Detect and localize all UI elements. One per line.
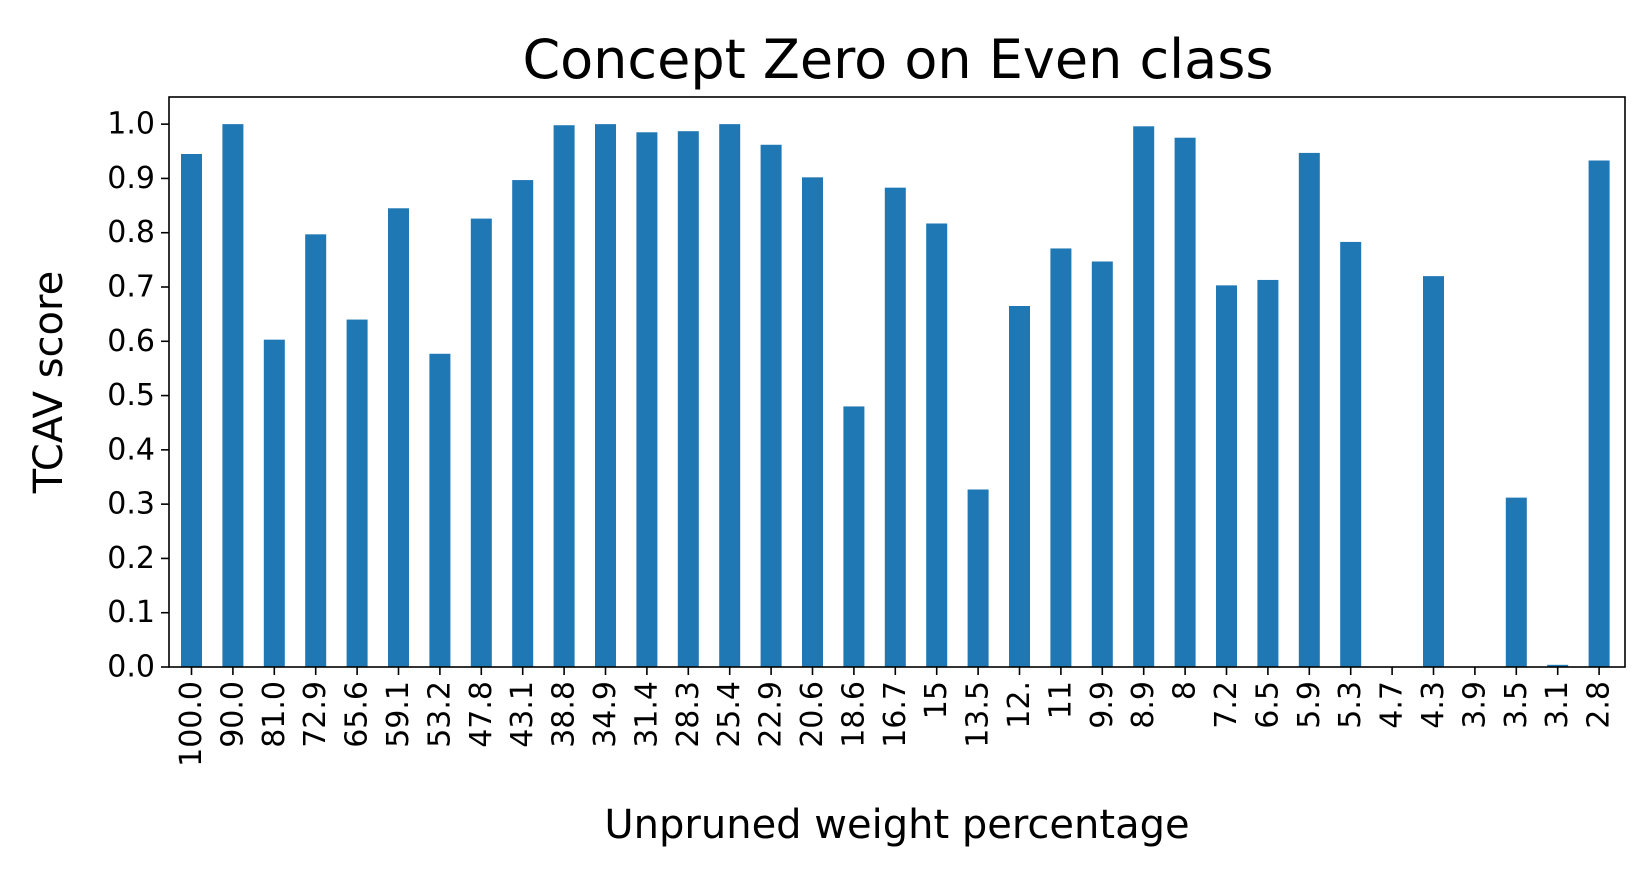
x-tick-label: 12. bbox=[1002, 681, 1037, 729]
bar-81.0 bbox=[263, 339, 285, 667]
bar-3.5 bbox=[1505, 497, 1527, 667]
bar-8 bbox=[1174, 137, 1196, 667]
y-tick-label: 0.4 bbox=[107, 432, 155, 467]
x-tick-label: 11 bbox=[1043, 681, 1078, 719]
bar-9.9 bbox=[1091, 261, 1113, 667]
x-tick-label: 28.3 bbox=[671, 681, 706, 748]
y-tick-label: 0.1 bbox=[107, 595, 155, 630]
bar-65.6 bbox=[346, 319, 368, 667]
bar-22.9 bbox=[760, 144, 782, 667]
x-tick-label: 7.2 bbox=[1209, 681, 1244, 729]
x-tick-label: 81.0 bbox=[257, 681, 292, 748]
bar-series bbox=[181, 124, 1610, 668]
bar-43.1 bbox=[512, 180, 534, 667]
x-tick-label: 4.7 bbox=[1375, 681, 1410, 729]
bar-12. bbox=[1009, 306, 1030, 667]
bar-28.3 bbox=[677, 131, 699, 667]
plot-frame bbox=[168, 96, 1626, 668]
x-tick-label: 4.3 bbox=[1416, 681, 1451, 729]
x-tick-label: 25.4 bbox=[712, 681, 747, 748]
x-axis-label: Unpruned weight percentage bbox=[604, 802, 1189, 848]
x-tick-label: 38.8 bbox=[547, 681, 582, 748]
x-tick-label: 5.9 bbox=[1292, 681, 1327, 729]
bar-100.0 bbox=[181, 154, 202, 667]
bar-13.5 bbox=[967, 489, 989, 667]
y-tick-label: 0.2 bbox=[107, 541, 155, 576]
x-tick-label: 18.6 bbox=[836, 681, 871, 748]
x-tick-label: 16.7 bbox=[878, 681, 913, 748]
bar-31.4 bbox=[636, 132, 658, 668]
bar-5.3 bbox=[1340, 241, 1362, 667]
x-tick-label: 59.1 bbox=[381, 681, 416, 748]
y-tick-label: 0.5 bbox=[107, 378, 155, 413]
x-tick-label: 100.0 bbox=[174, 681, 209, 767]
chart-title: Concept Zero on Even class bbox=[522, 28, 1273, 91]
bar-11 bbox=[1050, 248, 1072, 667]
x-tick-label: 13.5 bbox=[961, 681, 996, 748]
bar-7.2 bbox=[1216, 285, 1237, 667]
bar-4.3 bbox=[1423, 276, 1444, 667]
x-tick-label: 6.5 bbox=[1250, 681, 1285, 729]
x-tick-label: 31.4 bbox=[629, 681, 664, 748]
bar-34.9 bbox=[595, 124, 616, 667]
y-tick-label: 1.0 bbox=[107, 107, 155, 142]
bar-20.6 bbox=[802, 177, 823, 667]
y-tick-label: 0.9 bbox=[107, 161, 155, 196]
bar-38.8 bbox=[553, 125, 575, 668]
x-tick-label: 20.6 bbox=[795, 681, 830, 748]
bar-47.8 bbox=[470, 218, 492, 667]
y-tick-label: 0.0 bbox=[107, 650, 155, 685]
y-tick-label: 0.6 bbox=[107, 324, 155, 359]
x-axis: 100.0 90.0 81.0 72.9 65.6 59.1 53.2 47.8 43.1 38.… bbox=[174, 667, 1617, 767]
bar-16.7 bbox=[884, 187, 906, 667]
x-tick-label: 90.0 bbox=[215, 681, 250, 748]
x-tick-label: 3.1 bbox=[1540, 681, 1575, 729]
bar-15 bbox=[926, 223, 948, 668]
bar-5.9 bbox=[1298, 152, 1320, 667]
bar-90.0 bbox=[222, 124, 244, 667]
x-tick-label: 9.9 bbox=[1085, 681, 1120, 729]
y-tick-label: 0.7 bbox=[107, 270, 155, 305]
x-tick-label: 47.8 bbox=[464, 681, 499, 748]
bar-59.1 bbox=[388, 208, 409, 668]
bar-53.2 bbox=[429, 353, 451, 667]
y-tick-label: 0.3 bbox=[107, 487, 155, 522]
x-tick-label: 43.1 bbox=[505, 681, 540, 748]
bar-18.6 bbox=[843, 406, 865, 667]
x-tick-label: 8 bbox=[1168, 681, 1203, 700]
x-tick-label: 53.2 bbox=[422, 681, 457, 748]
x-tick-label: 15 bbox=[919, 681, 954, 719]
bar-8.9 bbox=[1133, 126, 1155, 667]
x-tick-label: 34.9 bbox=[588, 681, 623, 748]
x-tick-label: 22.9 bbox=[754, 681, 789, 748]
bar-2.8 bbox=[1588, 160, 1610, 667]
bar-72.9 bbox=[305, 234, 327, 667]
y-axis: 0.0 0.1 0.2 0.3 0.4 0.5 0.6 0.7 0.8 0.9 1.0 bbox=[107, 107, 169, 685]
y-tick-label: 0.8 bbox=[107, 215, 155, 250]
x-tick-label: 65.6 bbox=[340, 681, 375, 748]
y-axis-label: TCAV score bbox=[26, 271, 72, 494]
bar-6.5 bbox=[1257, 279, 1279, 667]
bar-3.1 bbox=[1547, 664, 1569, 667]
x-tick-label: 72.9 bbox=[298, 681, 333, 748]
bar-25.4 bbox=[719, 124, 741, 667]
x-tick-label: 5.3 bbox=[1333, 681, 1368, 729]
x-tick-label: 2.8 bbox=[1582, 681, 1617, 729]
x-tick-label: 3.5 bbox=[1499, 681, 1534, 729]
x-tick-label: 8.9 bbox=[1126, 681, 1161, 729]
x-tick-label: 3.9 bbox=[1457, 681, 1492, 729]
